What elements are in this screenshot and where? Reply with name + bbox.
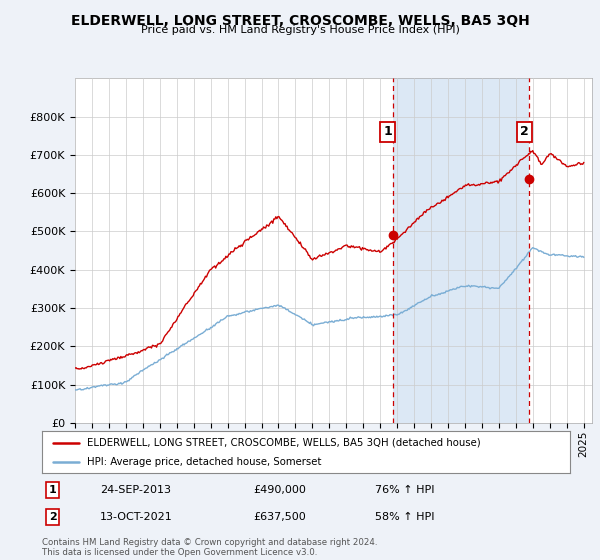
Text: 2: 2 [49,512,56,522]
Text: Contains HM Land Registry data © Crown copyright and database right 2024.
This d: Contains HM Land Registry data © Crown c… [42,538,377,557]
Text: 58% ↑ HPI: 58% ↑ HPI [374,512,434,522]
Text: 1: 1 [49,485,56,495]
Text: £637,500: £637,500 [253,512,306,522]
Text: 76% ↑ HPI: 76% ↑ HPI [374,485,434,495]
Text: HPI: Average price, detached house, Somerset: HPI: Average price, detached house, Some… [87,457,322,467]
Text: ELDERWELL, LONG STREET, CROSCOMBE, WELLS, BA5 3QH (detached house): ELDERWELL, LONG STREET, CROSCOMBE, WELLS… [87,437,481,447]
Text: ELDERWELL, LONG STREET, CROSCOMBE, WELLS, BA5 3QH: ELDERWELL, LONG STREET, CROSCOMBE, WELLS… [71,14,529,28]
Text: 2: 2 [520,125,529,138]
Text: 13-OCT-2021: 13-OCT-2021 [100,512,173,522]
Bar [392,78,529,423]
Text: 1: 1 [383,125,392,138]
Text: 24-SEP-2013: 24-SEP-2013 [100,485,171,495]
Text: Price paid vs. HM Land Registry's House Price Index (HPI): Price paid vs. HM Land Registry's House … [140,25,460,35]
Text: £490,000: £490,000 [253,485,306,495]
